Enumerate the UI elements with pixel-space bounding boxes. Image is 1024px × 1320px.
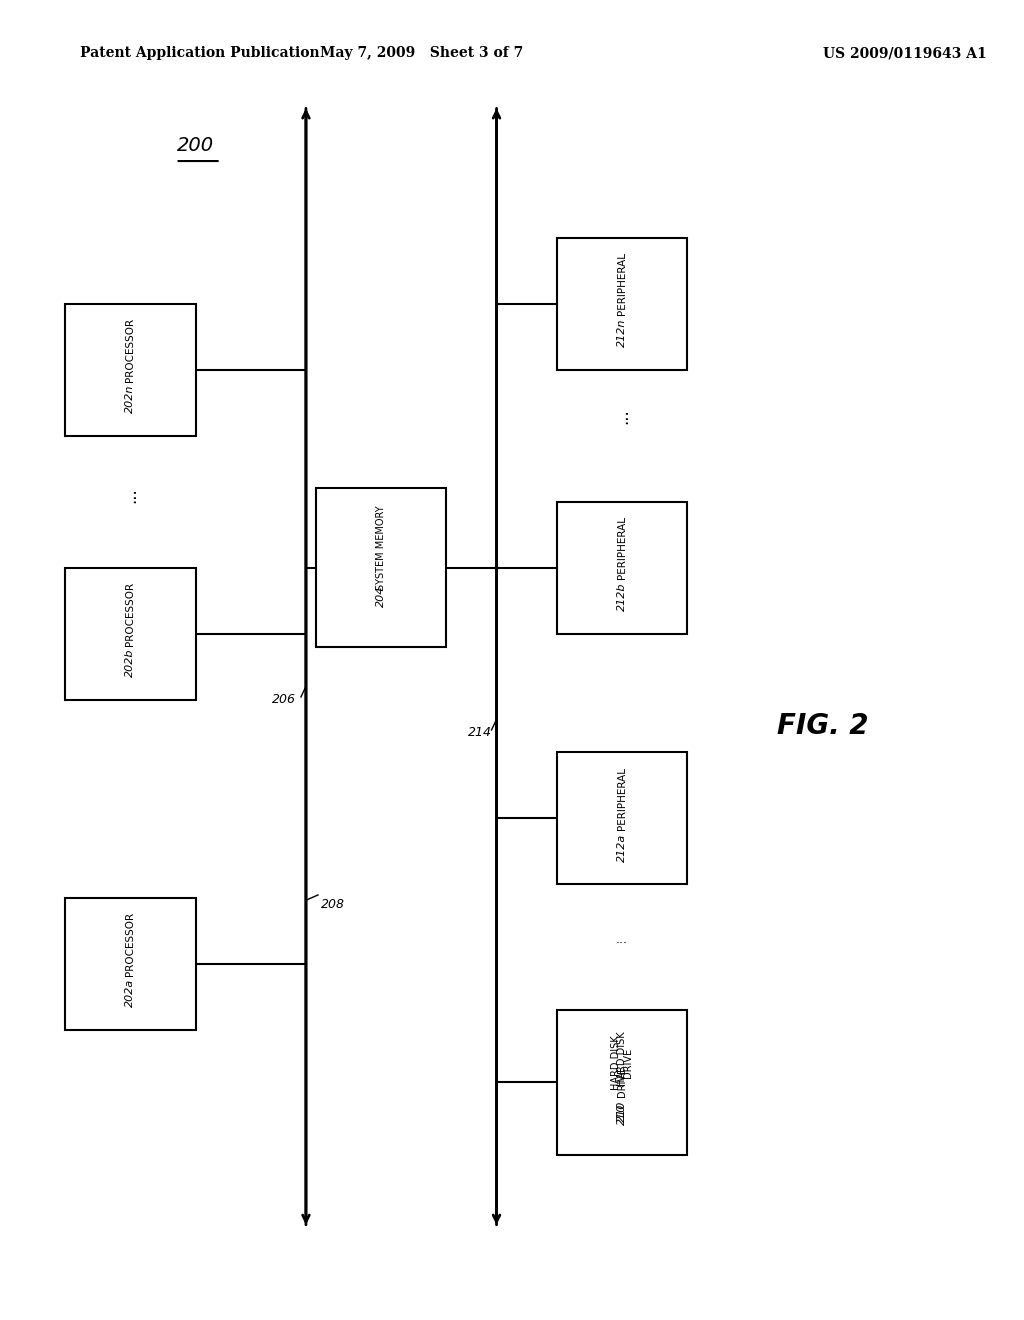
Text: HARD DISK: HARD DISK (616, 1031, 627, 1086)
Text: FIG. 2: FIG. 2 (777, 711, 868, 741)
Bar (557, 238, 687, 370)
Text: PERIPHERAL: PERIPHERAL (616, 252, 627, 315)
Text: 208: 208 (321, 898, 345, 911)
Text: SYSTEM MEMORY: SYSTEM MEMORY (376, 506, 386, 590)
Text: 212a: 212a (616, 833, 627, 862)
Text: US 2009/0119643 A1: US 2009/0119643 A1 (822, 46, 986, 61)
Text: PROCESSOR: PROCESSOR (125, 582, 135, 645)
Text: 210: 210 (616, 1101, 627, 1122)
Bar (557, 1010, 687, 1155)
Bar (316, 488, 446, 647)
Bar (66, 304, 196, 436)
Text: May 7, 2009   Sheet 3 of 7: May 7, 2009 Sheet 3 of 7 (319, 46, 523, 61)
Text: 212n: 212n (616, 318, 627, 347)
Bar (66, 898, 196, 1030)
Bar (557, 502, 687, 634)
Text: ...: ... (613, 408, 631, 424)
Text: DRIVE: DRIVE (616, 1068, 627, 1097)
Text: Patent Application Publication: Patent Application Publication (80, 46, 319, 61)
Text: PERIPHERAL: PERIPHERAL (616, 516, 627, 579)
Text: HARD DISK
DRIVE: HARD DISK DRIVE (611, 1035, 633, 1090)
Text: ...: ... (615, 933, 628, 946)
Bar (66, 568, 196, 700)
Text: 214: 214 (468, 726, 492, 739)
Text: 210: 210 (616, 1104, 627, 1125)
Bar (557, 752, 687, 884)
Text: PROCESSOR: PROCESSOR (125, 318, 135, 381)
Text: 202a: 202a (125, 978, 135, 1007)
Text: PERIPHERAL: PERIPHERAL (616, 767, 627, 830)
Text: 202b: 202b (125, 648, 135, 677)
Text: 212b: 212b (616, 582, 627, 611)
Text: 206: 206 (272, 693, 296, 706)
Text: ...: ... (122, 487, 139, 503)
Text: 202n: 202n (125, 384, 135, 413)
Text: PROCESSOR: PROCESSOR (125, 912, 135, 975)
Text: 204: 204 (376, 586, 386, 607)
Text: 200: 200 (177, 136, 214, 154)
